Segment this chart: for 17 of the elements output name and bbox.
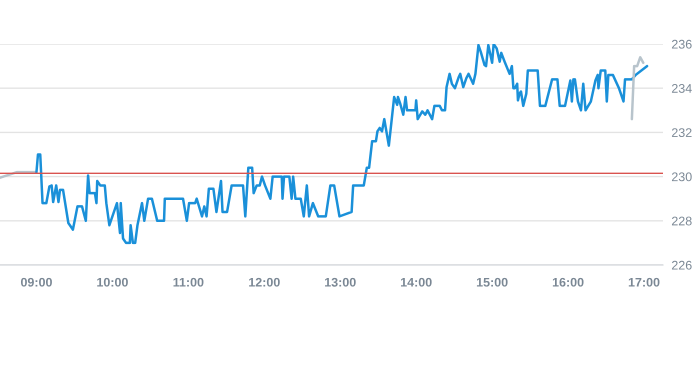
x-tick-label: 13:00 bbox=[325, 278, 356, 287]
y-tick-label: 228 bbox=[672, 216, 692, 226]
x-tick-label: 12:00 bbox=[249, 278, 280, 287]
y-tick-label: 226 bbox=[672, 260, 692, 270]
x-tick-label: 15:00 bbox=[476, 278, 508, 287]
x-tick-label: 17:00 bbox=[628, 278, 660, 287]
x-tick-label: 16:00 bbox=[552, 278, 584, 287]
x-tick-label: 10:00 bbox=[97, 278, 128, 287]
y-tick-label: 230 bbox=[672, 172, 692, 182]
x-tick-label: 14:00 bbox=[400, 278, 432, 287]
y-tick-label: 232 bbox=[672, 128, 692, 138]
line-series bbox=[630, 56, 645, 120]
x-tick-label: 09:00 bbox=[20, 278, 52, 287]
y-tick-label: 236 bbox=[672, 40, 692, 49]
y-tick-label: 234 bbox=[672, 84, 692, 93]
x-tick-label: 11:00 bbox=[173, 278, 204, 287]
line-series bbox=[35, 44, 648, 244]
